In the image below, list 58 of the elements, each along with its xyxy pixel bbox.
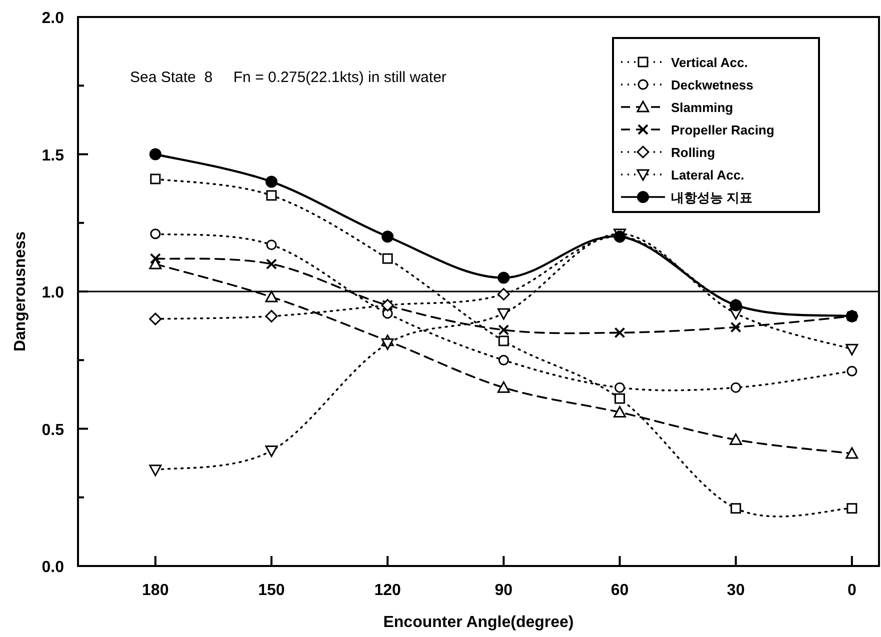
point bbox=[498, 324, 510, 336]
point bbox=[846, 344, 858, 356]
point bbox=[846, 366, 858, 376]
y-axis-title: Dangerousness bbox=[12, 231, 29, 352]
point bbox=[149, 258, 162, 270]
annotation: Sea State 8 Fn = 0.275(22.1kts) in still water bbox=[130, 69, 446, 86]
legend-label: Vertical Acc. bbox=[671, 55, 748, 70]
legend-label: Lateral Acc. bbox=[671, 168, 744, 182]
point bbox=[266, 190, 277, 201]
point bbox=[497, 381, 510, 393]
x-tick-label: 30 bbox=[726, 582, 745, 599]
x-tick-label: 180 bbox=[142, 582, 169, 599]
point bbox=[382, 253, 393, 264]
point bbox=[730, 382, 742, 393]
legend-label: Rolling bbox=[671, 145, 716, 160]
point bbox=[265, 176, 278, 188]
point bbox=[614, 382, 625, 393]
point bbox=[846, 503, 858, 514]
x-tick-label: 60 bbox=[610, 582, 629, 599]
point bbox=[150, 174, 161, 184]
point bbox=[730, 433, 742, 445]
point bbox=[266, 240, 277, 250]
legend-label: Deckwetness bbox=[671, 78, 754, 92]
point bbox=[497, 288, 510, 300]
point bbox=[265, 310, 278, 322]
y-tick-label: 2.0 bbox=[42, 10, 64, 27]
x-tick-label: 150 bbox=[258, 582, 285, 599]
point bbox=[498, 336, 509, 346]
point bbox=[150, 228, 161, 240]
point bbox=[614, 327, 626, 338]
x-tick-label: 90 bbox=[494, 582, 513, 599]
point bbox=[149, 312, 162, 326]
point bbox=[498, 272, 510, 284]
legend-label: Propeller Racing bbox=[671, 122, 774, 138]
legend-label: Slamming bbox=[671, 100, 734, 115]
y-tick-label: 0.5 bbox=[42, 422, 64, 439]
point bbox=[381, 338, 394, 350]
x-tick-label: 0 bbox=[847, 582, 856, 599]
point bbox=[614, 393, 625, 404]
y-tick-label: 1.0 bbox=[42, 284, 64, 302]
point bbox=[498, 354, 509, 366]
point bbox=[382, 230, 394, 243]
point bbox=[149, 464, 162, 476]
point bbox=[265, 445, 278, 457]
x-axis-title: Encounter Angle(degree) bbox=[383, 614, 574, 631]
y-tick-label: 0.0 bbox=[42, 559, 64, 576]
point bbox=[497, 308, 510, 320]
legend-label: 내항성능 지표 bbox=[671, 190, 753, 205]
x-tick-label: 120 bbox=[374, 582, 402, 599]
point bbox=[149, 148, 162, 160]
point bbox=[613, 406, 626, 418]
point bbox=[150, 253, 161, 264]
y-tick-label: 1.5 bbox=[42, 147, 64, 164]
point bbox=[730, 322, 742, 333]
point bbox=[846, 447, 858, 459]
point bbox=[730, 503, 742, 514]
point bbox=[265, 290, 278, 302]
point bbox=[266, 258, 277, 270]
